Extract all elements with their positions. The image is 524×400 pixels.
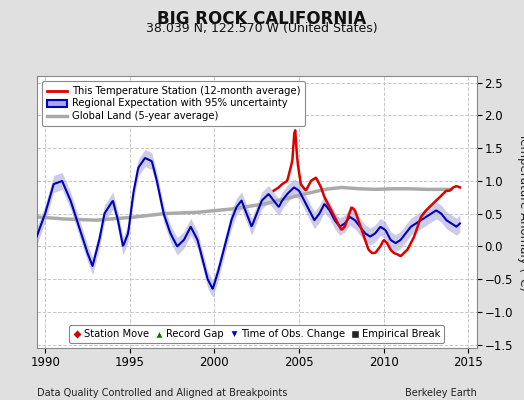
- Text: 38.039 N, 122.570 W (United States): 38.039 N, 122.570 W (United States): [146, 22, 378, 35]
- Text: BIG ROCK CALIFORNIA: BIG ROCK CALIFORNIA: [157, 10, 367, 28]
- Legend: Station Move, Record Gap, Time of Obs. Change, Empirical Break: Station Move, Record Gap, Time of Obs. C…: [69, 325, 444, 343]
- Y-axis label: Temperature Anomaly (°C): Temperature Anomaly (°C): [517, 133, 524, 291]
- Text: Berkeley Earth: Berkeley Earth: [405, 388, 477, 398]
- Text: Data Quality Controlled and Aligned at Breakpoints: Data Quality Controlled and Aligned at B…: [37, 388, 287, 398]
